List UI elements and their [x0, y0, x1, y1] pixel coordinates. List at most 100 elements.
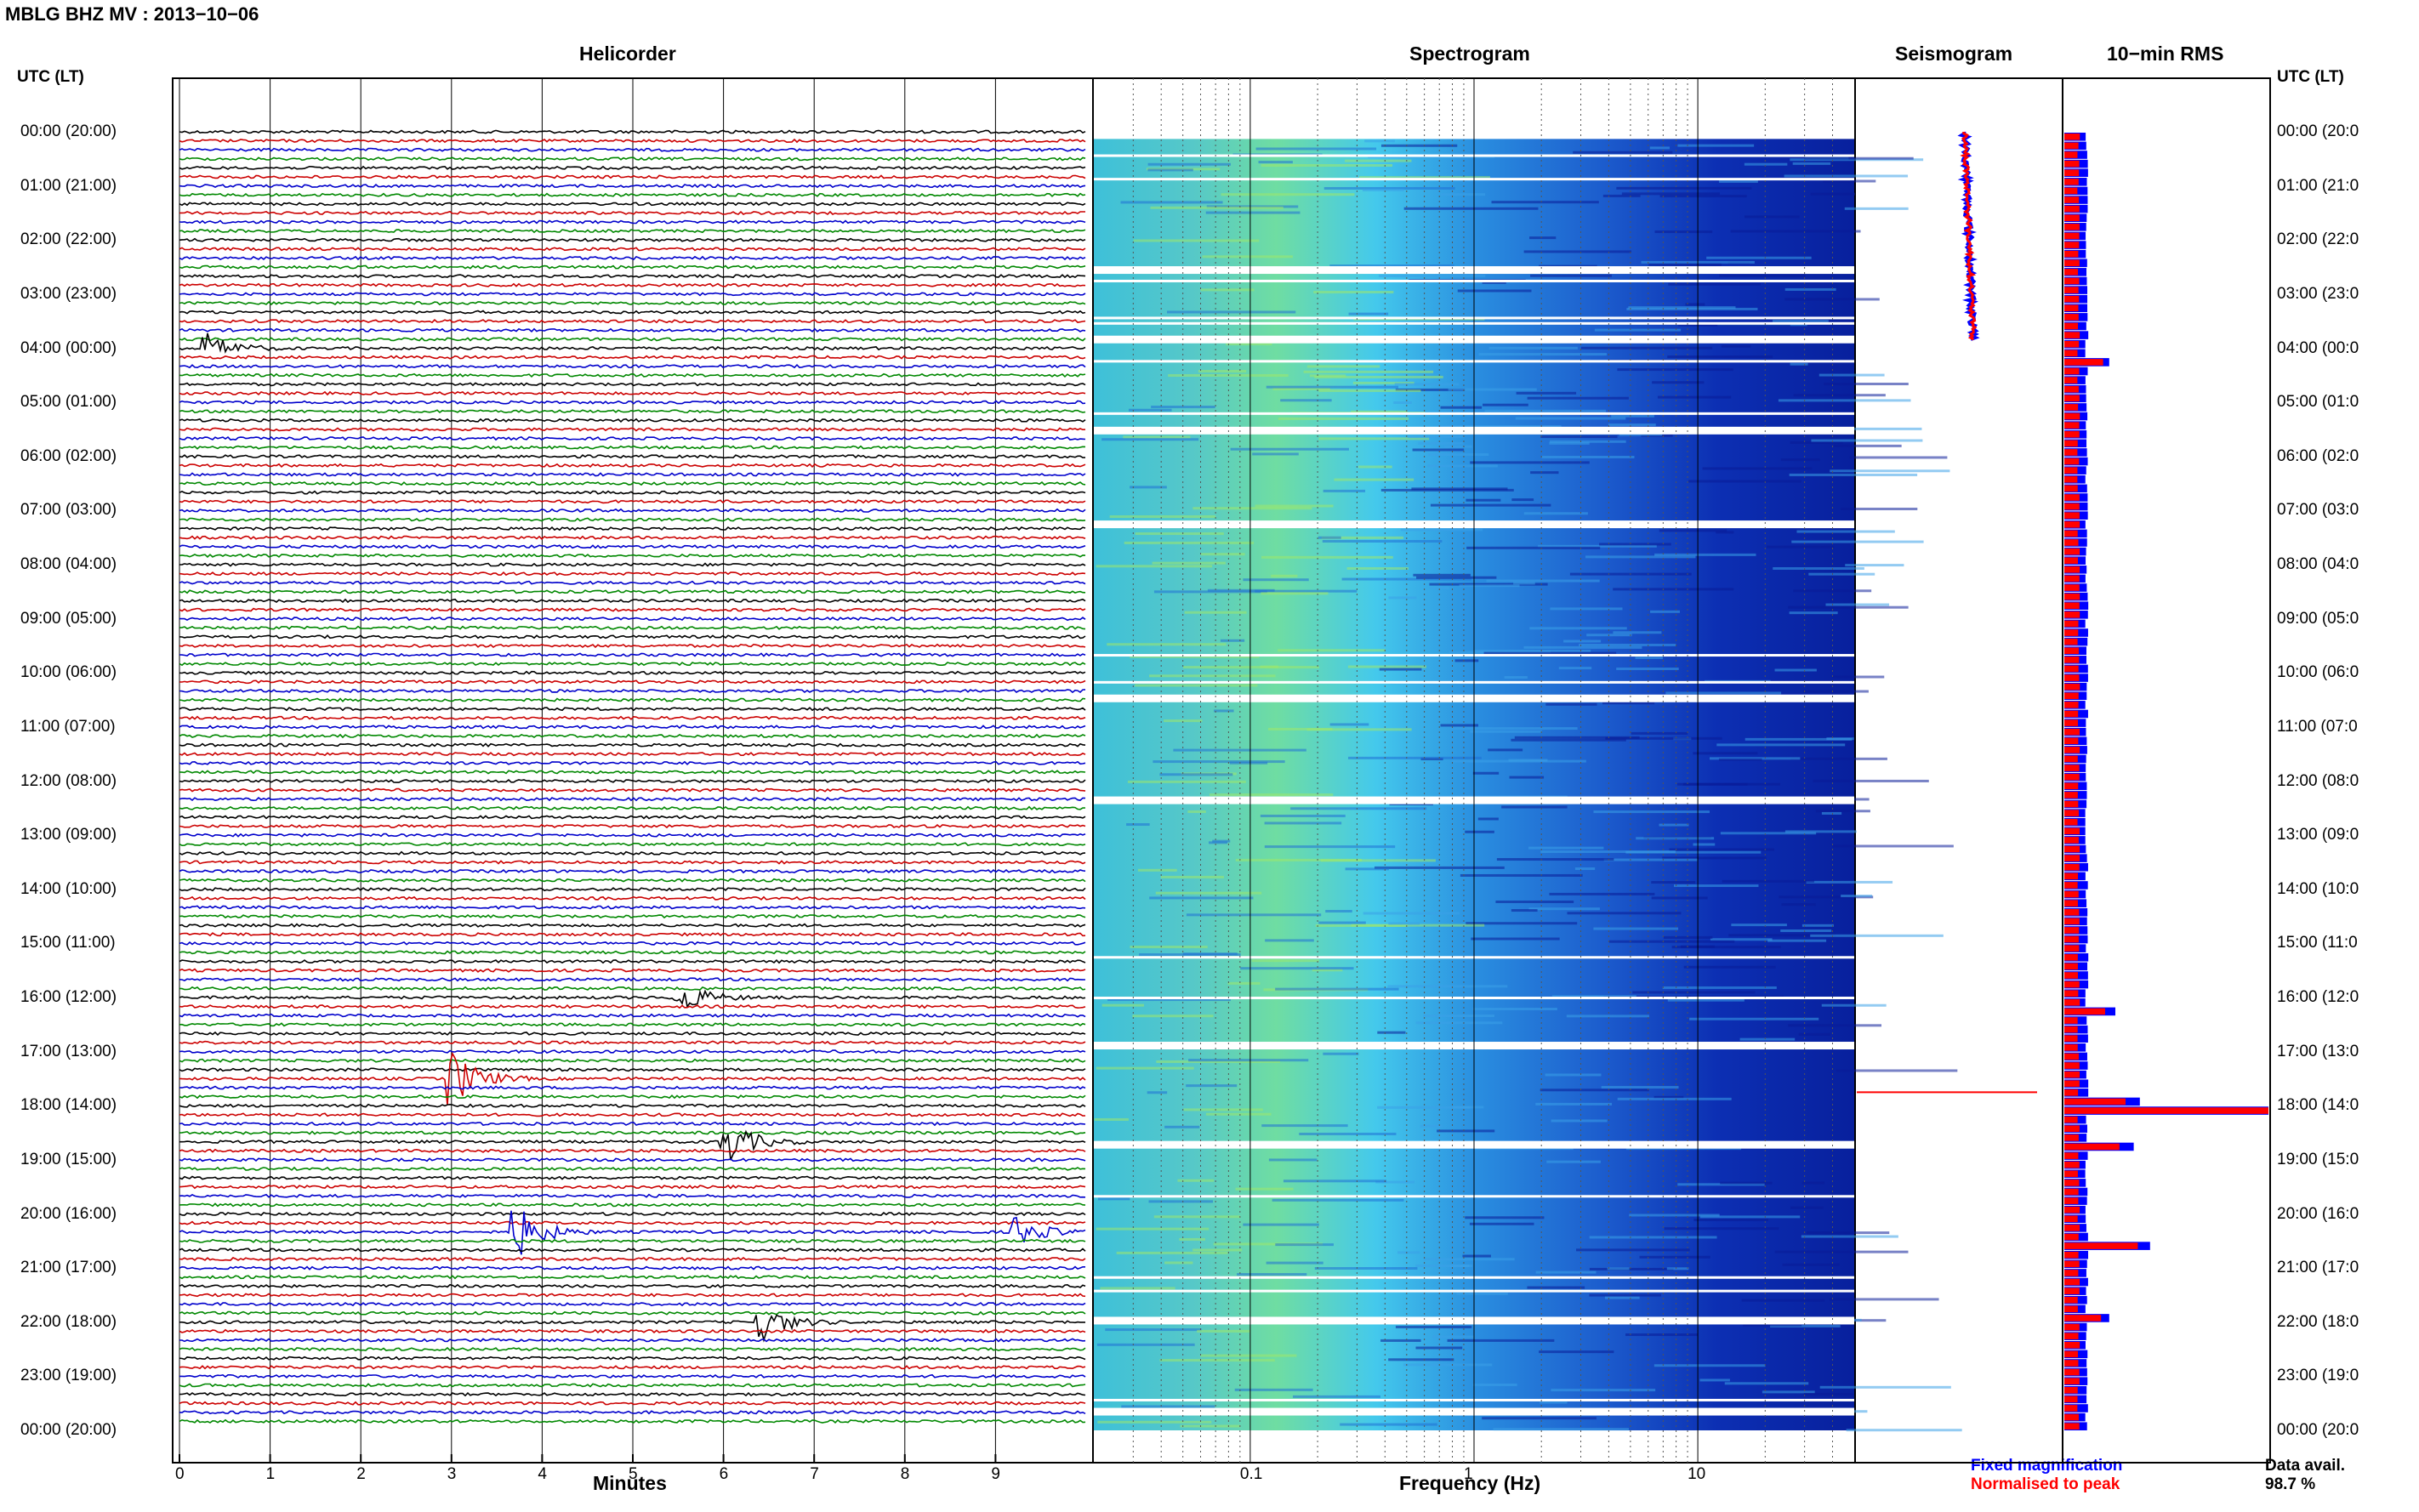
rms-bar-normalised	[2064, 1323, 2080, 1331]
spectrogram-texture	[1209, 841, 1228, 844]
time-label-right: 04:00 (00:0	[2277, 338, 2359, 357]
spectrogram-texture	[1430, 503, 1551, 507]
spectrogram-texture	[1192, 507, 1312, 510]
rms-bar-normalised	[2064, 647, 2079, 655]
spectrogram-texture	[1351, 924, 1485, 927]
rms-bar-normalised	[2064, 593, 2080, 600]
spectrogram-texture	[1156, 1060, 1280, 1063]
spectrogram-texture	[1107, 998, 1231, 1002]
spectrogram-texture	[1718, 758, 1762, 761]
spectrogram-texture	[1484, 409, 1607, 412]
helicorder-trace	[179, 914, 1086, 919]
spectrogram-texture	[1528, 907, 1600, 911]
seismogram-fixed-trace	[1957, 131, 1980, 341]
spectrogram-texture	[1147, 1091, 1168, 1094]
rms-bar-normalised	[2064, 800, 2079, 808]
helicorder-trace	[179, 815, 1086, 820]
spectrogram-texture	[1462, 1254, 1491, 1258]
spectrogram-texture	[1625, 850, 1762, 854]
time-label-left: 14:00 (10:00)	[20, 879, 117, 898]
spectrogram-texture	[1594, 328, 1682, 332]
time-label-left: 02:00 (22:00)	[20, 230, 117, 249]
spectrogram-texture	[1488, 346, 1578, 350]
helicorder-trace	[179, 382, 1086, 387]
spectrogram-texture	[1423, 1015, 1494, 1018]
spectrogram-texture	[1400, 528, 1483, 531]
helicorder-trace	[179, 1130, 1086, 1135]
spectrogram-texture	[1447, 1339, 1555, 1342]
rms-header: 10−min RMS	[2107, 43, 2224, 65]
freq-tick-label: 0.1	[1239, 1465, 1263, 1483]
spectrogram-texture	[1605, 736, 1722, 740]
helicorder-trace	[179, 1157, 1086, 1162]
spectrogram-texture	[1124, 541, 1255, 544]
minute-tick-label: 8	[900, 1465, 910, 1483]
right-axis-title: UTC (LT)	[2277, 68, 2344, 86]
freq-tick-label: 1	[1464, 1465, 1473, 1483]
helicorder-trace	[179, 842, 1086, 847]
spectrogram-texture	[1460, 873, 1583, 877]
spectrogram-texture	[1813, 779, 1929, 782]
spectrogram-texture	[1545, 1073, 1602, 1077]
spectrogram-texture	[1699, 1215, 1801, 1219]
spectrogram-texture	[1243, 578, 1309, 582]
spectrogram-texture	[1540, 850, 1676, 854]
spectrogram-texture	[1653, 1095, 1684, 1099]
helicorder-trace	[179, 707, 1086, 712]
spectrogram-texture	[1616, 186, 1752, 190]
minute-tick-label: 3	[447, 1465, 457, 1483]
helicorder-trace	[179, 1211, 1086, 1217]
rms-bar-normalised	[2064, 1278, 2080, 1286]
time-label-left: 01:00 (21:00)	[20, 176, 117, 195]
helicorder-trace	[179, 989, 1086, 1009]
rms-bar-normalised	[2064, 1233, 2079, 1241]
rms-bar-normalised	[2064, 1053, 2080, 1060]
spectrogram-texture	[1226, 343, 1272, 346]
spectrogram-texture	[1430, 587, 1449, 590]
spectrogram-texture	[1235, 1187, 1294, 1191]
spectrogram-texture	[1574, 867, 1596, 871]
time-label-right: 05:00 (01:0	[2277, 393, 2359, 412]
spectrogram-texture	[1801, 1235, 1898, 1238]
rms-bar-normalised	[2064, 602, 2080, 610]
helicorder-trace	[179, 1401, 1086, 1406]
spectrogram-texture	[1632, 991, 1756, 994]
spectrogram-texture	[1362, 188, 1404, 191]
helicorder-trace	[179, 977, 1086, 982]
spectrogram-texture	[1810, 192, 1855, 196]
spectrogram-texture	[1210, 793, 1334, 797]
spectrogram-texture	[1846, 1429, 1962, 1432]
helicorder-trace	[179, 1256, 1086, 1262]
spectrogram-texture	[1159, 773, 1233, 776]
time-label-left: 05:00 (01:00)	[20, 393, 117, 412]
helicorder-trace	[179, 400, 1086, 405]
spectrogram-texture	[1823, 179, 1876, 183]
helicorder-trace	[179, 445, 1086, 450]
spectrogram-texture	[1784, 830, 1857, 833]
spectrogram-texture	[1379, 274, 1486, 277]
rms-bar-normalised	[2064, 385, 2079, 393]
spectrogram-texture	[1275, 987, 1399, 991]
spectrogram-texture	[1635, 657, 1664, 660]
spectrogram-texture	[1744, 162, 1788, 166]
rms-bar-normalised	[2064, 927, 2080, 934]
rms-bar-normalised	[2064, 1179, 2080, 1186]
spectrogram-texture	[1260, 665, 1278, 668]
helicorder-trace	[179, 229, 1086, 234]
time-label-right: 21:00 (17:0	[2277, 1259, 2359, 1277]
rms-bar-normalised	[2064, 214, 2080, 222]
rms-bar-normalised	[2064, 377, 2078, 384]
spectrogram-texture	[1663, 935, 1713, 939]
spectrogram-texture	[1720, 832, 1817, 835]
spectrogram-texture	[1100, 1287, 1175, 1290]
spectrogram-texture	[1511, 738, 1626, 742]
spectrogram-texture	[1155, 891, 1262, 895]
spectrogram-texture	[1261, 164, 1393, 168]
rms-bar-normalised	[2064, 1035, 2078, 1043]
spectrogram-texture	[1535, 1102, 1613, 1106]
spectrogram-texture	[1472, 1007, 1557, 1010]
spectrogram-texture	[1472, 771, 1500, 775]
rms-bar-normalised	[2064, 160, 2080, 168]
helicorder-trace	[179, 733, 1086, 739]
helicorder-trace	[179, 310, 1086, 315]
